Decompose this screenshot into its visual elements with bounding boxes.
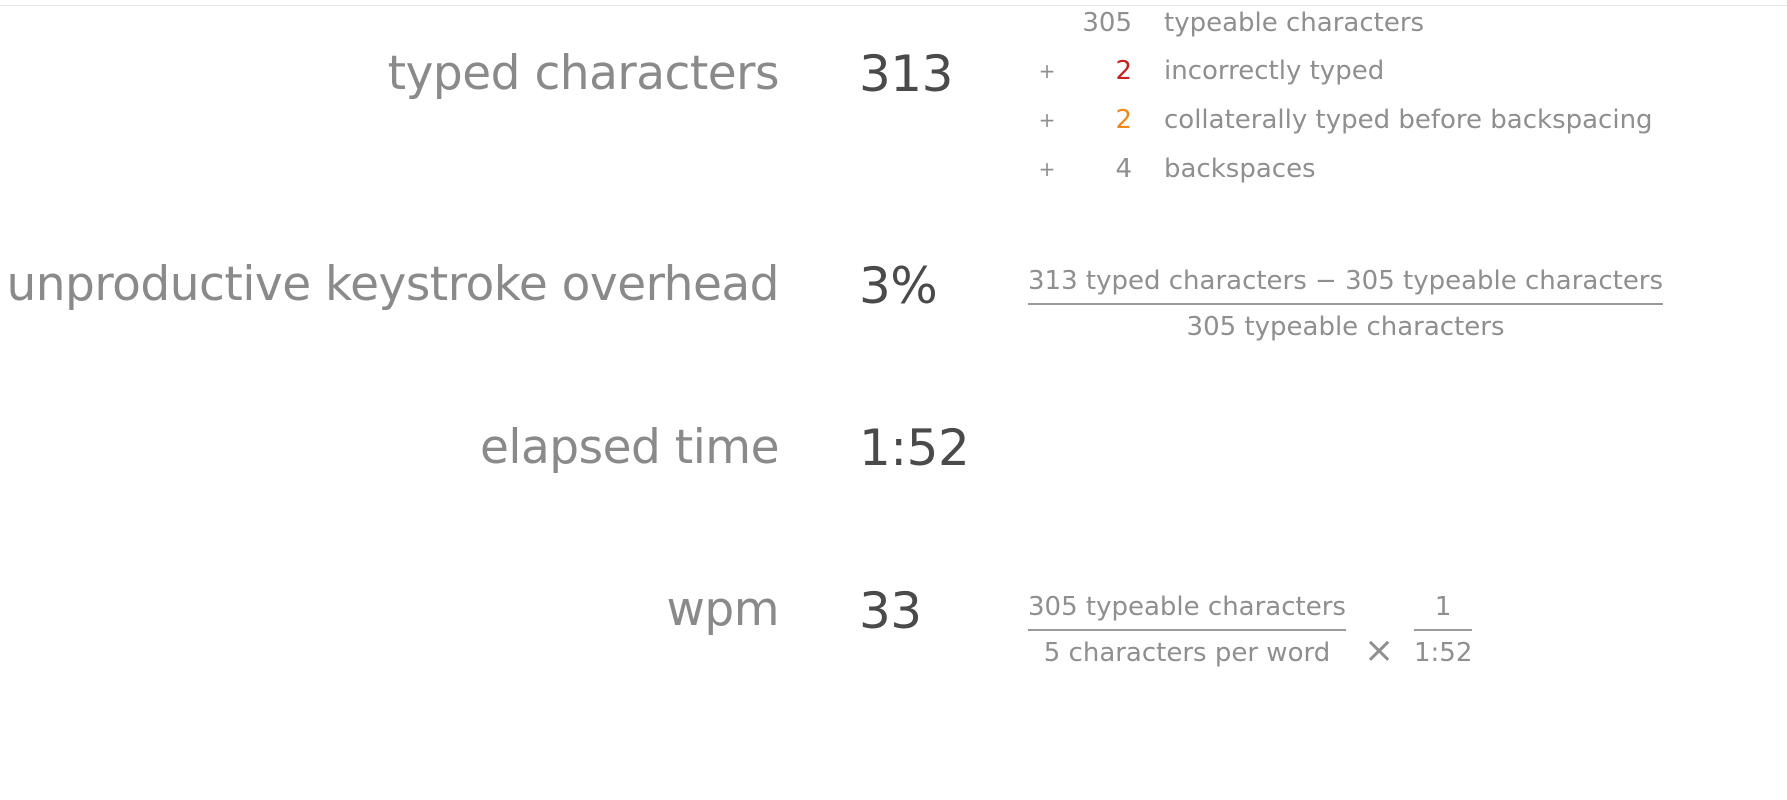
wpm-formula-right-numerator: 1 bbox=[1434, 592, 1452, 622]
wpm-label: wpm bbox=[666, 582, 779, 637]
elapsed-time-value: 1:52 bbox=[859, 419, 970, 477]
fraction-bar bbox=[1028, 629, 1346, 631]
overhead-label: unproductive keystroke overhead bbox=[6, 257, 779, 312]
breakdown-collateral-text: collaterally typed before backspacing bbox=[1164, 105, 1653, 135]
multiply-sign: × bbox=[1364, 630, 1395, 671]
typed-characters-label: typed characters bbox=[387, 46, 780, 101]
breakdown-typeable-text: typeable characters bbox=[1164, 8, 1425, 38]
wpm-formula-right: 1 1:52 bbox=[1414, 592, 1473, 668]
wpm-formula-left: 305 typeable characters 5 characters per… bbox=[1028, 594, 1346, 666]
overhead-value: 3% bbox=[859, 257, 938, 315]
wpm-formula-left-numerator: 305 typeable characters bbox=[1028, 592, 1346, 622]
breakdown-backspaces-text: backspaces bbox=[1164, 154, 1316, 184]
plus-sign: + bbox=[1038, 108, 1056, 132]
typed-characters-value: 313 bbox=[859, 45, 953, 103]
overhead-formula-numerator: 313 typed characters − 305 typeable char… bbox=[1028, 266, 1664, 296]
plus-sign: + bbox=[1038, 59, 1056, 83]
elapsed-time-label: elapsed time bbox=[480, 420, 779, 475]
overhead-formula: 313 typed characters − 305 typeable char… bbox=[1028, 266, 1664, 342]
overhead-formula-denominator: 305 typeable characters bbox=[1186, 312, 1505, 342]
breakdown-incorrect-text: incorrectly typed bbox=[1164, 56, 1385, 86]
wpm-formula-right-denominator: 1:52 bbox=[1414, 638, 1473, 668]
breakdown-incorrect-count: 2 bbox=[1115, 56, 1132, 86]
top-divider bbox=[0, 5, 1787, 6]
fraction-bar bbox=[1028, 303, 1664, 305]
fraction-bar bbox=[1414, 629, 1473, 631]
wpm-value: 33 bbox=[859, 582, 922, 640]
plus-sign: + bbox=[1038, 157, 1056, 181]
breakdown-collateral-count: 2 bbox=[1115, 105, 1132, 135]
wpm-formula-left-denominator: 5 characters per word bbox=[1043, 638, 1331, 668]
breakdown-backspaces-count: 4 bbox=[1115, 154, 1132, 184]
breakdown-typeable-count: 305 bbox=[1082, 8, 1132, 38]
